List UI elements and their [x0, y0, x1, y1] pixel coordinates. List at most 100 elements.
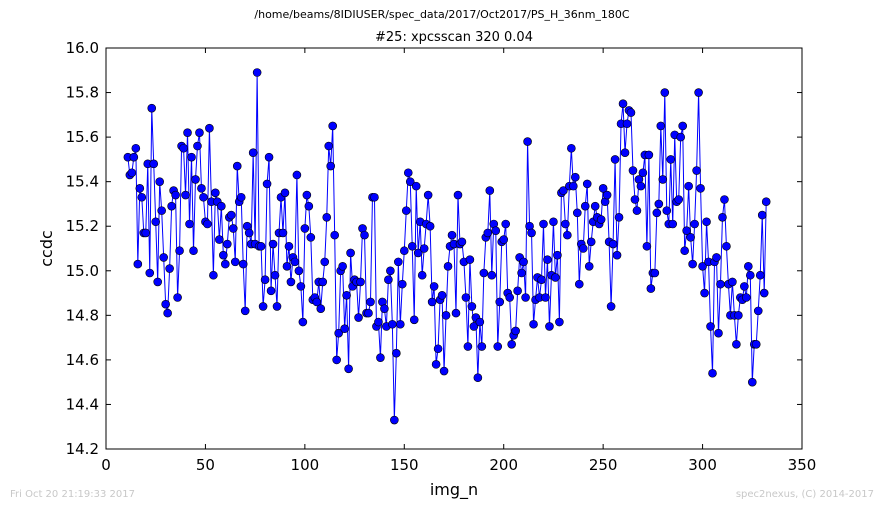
data-point	[751, 339, 761, 349]
data-point	[706, 322, 715, 331]
x-tick-label: 150	[390, 456, 419, 474]
data-point	[326, 161, 336, 171]
data-point	[296, 282, 306, 291]
data-point	[437, 290, 447, 300]
data-point	[745, 270, 755, 280]
data-point	[407, 241, 417, 251]
data-point	[209, 270, 218, 280]
data-point	[755, 270, 765, 280]
data-point	[290, 257, 300, 267]
data-point	[439, 366, 449, 376]
data-point	[686, 233, 695, 242]
x-tick-label: 50	[196, 456, 215, 474]
data-point	[638, 168, 648, 178]
data-point	[712, 253, 721, 262]
data-point	[527, 228, 536, 238]
data-point	[465, 255, 475, 264]
data-point	[650, 268, 660, 278]
data-point	[396, 319, 405, 329]
data-point	[137, 192, 147, 202]
data-point	[161, 299, 170, 309]
data-point	[692, 166, 701, 175]
data-point	[193, 141, 202, 151]
data-point	[662, 206, 672, 215]
y-tick-label: 15.4	[66, 173, 99, 191]
data-point	[742, 293, 751, 302]
data-point	[487, 270, 497, 280]
data-point	[652, 208, 662, 218]
x-tick-label: 0	[101, 456, 111, 474]
data-point	[620, 148, 630, 158]
data-point	[761, 197, 771, 207]
data-point	[159, 253, 168, 262]
data-point	[646, 284, 656, 293]
data-point	[586, 237, 596, 247]
data-point	[238, 259, 248, 269]
data-point	[320, 257, 330, 267]
data-point	[252, 68, 262, 77]
data-point	[734, 311, 743, 320]
data-point	[228, 224, 238, 233]
data-point	[165, 264, 174, 273]
data-point	[423, 190, 433, 200]
data-point	[580, 201, 590, 211]
data-point	[690, 219, 699, 229]
data-point	[728, 277, 737, 287]
data-point	[722, 241, 731, 251]
data-point	[632, 206, 642, 215]
data-point	[628, 166, 638, 175]
data-point	[463, 342, 473, 351]
data-point	[567, 143, 576, 153]
data-point	[425, 221, 435, 231]
data-point	[598, 184, 608, 193]
data-point	[714, 328, 723, 338]
data-point	[457, 237, 467, 247]
data-point	[240, 306, 250, 316]
data-point	[135, 184, 145, 193]
data-point	[270, 270, 280, 280]
data-point	[268, 239, 278, 249]
data-point	[537, 275, 546, 284]
data-point	[495, 297, 505, 307]
data-point	[226, 210, 236, 220]
y-tick-label: 15.8	[66, 84, 99, 102]
data-point	[199, 192, 208, 202]
data-point	[511, 326, 520, 336]
data-point	[147, 103, 157, 113]
data-point	[272, 302, 282, 311]
data-point	[230, 257, 240, 267]
data-point	[517, 268, 526, 278]
x-tick-label: 250	[589, 456, 618, 474]
data-point	[330, 230, 339, 240]
data-point	[626, 108, 636, 117]
y-tick-label: 16.0	[66, 39, 99, 57]
data-point	[344, 364, 353, 374]
data-point	[612, 250, 622, 260]
data-point	[127, 168, 137, 178]
data-point	[141, 228, 151, 238]
data-point	[608, 239, 618, 249]
data-point	[366, 297, 375, 307]
data-point	[584, 262, 594, 271]
data-point	[654, 199, 664, 209]
data-point	[636, 181, 646, 191]
data-point	[569, 181, 578, 191]
data-point	[491, 226, 501, 235]
data-point	[304, 201, 314, 211]
data-point	[610, 155, 620, 164]
data-point	[153, 277, 162, 287]
plot-suptitle: /home/beams/8IDIUSER/spec_data/2017/Oct2…	[254, 8, 630, 21]
data-point	[236, 192, 246, 202]
data-point	[223, 239, 232, 249]
data-point	[453, 190, 463, 200]
data-point	[171, 190, 180, 200]
data-point	[475, 317, 485, 327]
data-point	[413, 248, 423, 258]
data-point	[716, 279, 725, 289]
data-point	[427, 297, 437, 307]
data-point	[622, 119, 632, 129]
data-point	[656, 121, 666, 131]
data-point	[346, 248, 355, 258]
footer-timestamp: Fri Oct 20 21:19:33 2017	[10, 489, 136, 500]
